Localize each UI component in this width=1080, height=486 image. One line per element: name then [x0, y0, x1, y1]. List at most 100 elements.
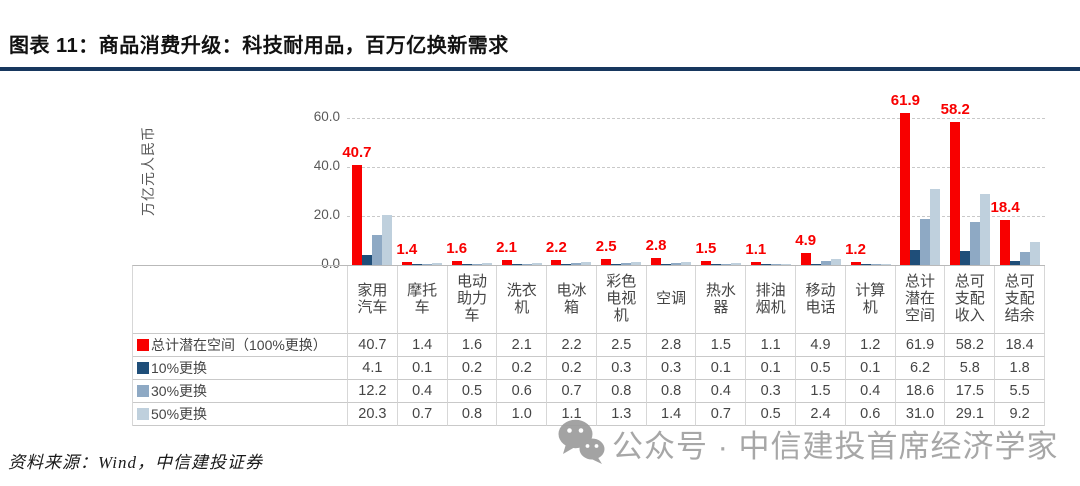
bar [371, 235, 382, 265]
table-value-cell: 6.2 [895, 357, 946, 380]
table-value-cell: 1.4 [646, 403, 697, 426]
bar [1000, 219, 1011, 265]
table-value-cell: 0.1 [696, 357, 747, 380]
bar [651, 258, 662, 265]
bar-cluster [351, 165, 392, 265]
bar [531, 262, 542, 265]
bar [810, 263, 821, 265]
bar [900, 113, 911, 265]
table-value-cell: 1.6 [447, 334, 498, 357]
source-note: 资料来源：Wind，中信建投证券 [8, 453, 263, 472]
table-header-cell: 排油烟机 [746, 266, 797, 334]
legend-swatch [137, 385, 149, 397]
table-header-cell: 总可支配结余 [995, 266, 1045, 334]
bar-value-label: 2.2 [545, 238, 567, 256]
table-value-cell: 0.5 [796, 357, 846, 380]
bar-cluster [451, 261, 492, 265]
bar-group: 2.5 [596, 118, 646, 265]
bar-group: 4.9 [795, 118, 846, 265]
bar-group: 40.7 [342, 118, 397, 265]
wechat-icon [557, 418, 605, 469]
table-value-cell: 4.9 [796, 334, 846, 357]
bar [681, 261, 692, 265]
bar-group: 1.4 [396, 118, 447, 265]
data-table: 家用汽车 摩托车 电动助力车 洗衣机 电冰箱 彩色电视机 空调 热水器 排油烟机 移动电话 计算机总… [132, 265, 1045, 426]
table-value-cell: 2.8 [646, 334, 697, 357]
table-header-cell: 电冰箱 [547, 266, 597, 334]
bar [621, 263, 632, 265]
bar-cluster [401, 261, 442, 265]
bar [1030, 242, 1041, 265]
bar-cluster [750, 262, 791, 265]
y-tick-label: 60.0 [313, 109, 340, 124]
table-value-cell: 0.3 [596, 357, 647, 380]
table-header-cell: 移动电话 [796, 266, 846, 334]
bar-value-label: 58.2 [940, 101, 970, 119]
bar-group: 1.6 [446, 118, 497, 265]
table-value-cell: 0.5 [447, 380, 498, 403]
bar [780, 263, 791, 265]
legend-label: 50%更换 [151, 406, 208, 422]
table-value-cell: 29.1 [945, 403, 996, 426]
table-header-cell: 总可支配收入 [945, 266, 996, 334]
bar-group: 61.9 [891, 92, 945, 265]
table-legend-cell: 10%更换 [133, 357, 348, 380]
bar [421, 264, 432, 265]
table-header-cell: 热水器 [696, 266, 747, 334]
table-value-cell: 0.7 [547, 380, 597, 403]
bar [671, 263, 682, 265]
bar [930, 189, 941, 265]
y-tick-label: 0.0 [321, 256, 340, 271]
table-value-cell: 18.4 [995, 334, 1045, 357]
bar [980, 193, 991, 265]
bar [830, 259, 841, 265]
bar-group: 1.2 [845, 118, 896, 265]
bar [770, 264, 781, 265]
gridline [347, 216, 1045, 217]
plot-area: 40.7 1.4 1.6 2.1 2.2 2.5 2.8 1.5 1.1 4.9 1.2 61.9 58… [342, 92, 1045, 265]
y-axis-title: 万亿元人民币 [140, 126, 156, 216]
bar-group: 2.2 [546, 118, 596, 265]
table-value-cell: 9.2 [995, 403, 1045, 426]
title-underline [0, 67, 1080, 71]
bar [970, 222, 981, 265]
bar [730, 263, 741, 265]
bar-value-label: 4.9 [795, 232, 817, 249]
table-value-cell: 0.6 [497, 380, 548, 403]
table-value-cell: 0.8 [447, 403, 498, 426]
table-value-cell: 1.8 [995, 357, 1045, 380]
table-header-cell: 计算机 [845, 266, 896, 334]
bar-group: 2.1 [496, 118, 547, 265]
table-value-cell: 0.8 [646, 380, 697, 403]
bar-value-label: 2.8 [645, 237, 667, 255]
bar [611, 264, 622, 265]
bar-value-label: 2.5 [595, 237, 617, 255]
table-value-cell: 1.3 [596, 403, 647, 426]
bar [521, 263, 532, 265]
table-value-cell: 20.3 [348, 403, 398, 426]
figure-title: 图表 11：商品消费升级：科技耐用品，百万亿换新需求 [9, 35, 509, 57]
bar-cluster [800, 253, 841, 265]
table-value-cell: 0.3 [746, 380, 797, 403]
bar [700, 261, 711, 265]
legend-label: 10%更换 [151, 360, 208, 376]
table-value-cell: 0.1 [746, 357, 797, 380]
table-value-cell: 1.4 [397, 334, 448, 357]
table-header-cell: 总计潜在空间 [895, 266, 946, 334]
bar [551, 259, 562, 265]
table-value-cell: 12.2 [348, 380, 398, 403]
bar-group: 58.2 [941, 101, 995, 265]
legend-label: 30%更换 [151, 383, 208, 399]
gridline [347, 118, 1045, 119]
bar [431, 263, 442, 265]
table-value-cell: 0.2 [497, 357, 548, 380]
bar [1020, 251, 1031, 265]
table-value-cell: 0.4 [397, 380, 448, 403]
bar [481, 263, 492, 265]
bar [351, 165, 362, 265]
y-tick-label: 20.0 [313, 207, 340, 222]
bar [581, 262, 592, 265]
table-header-cell: 彩色电视机 [596, 266, 647, 334]
table-value-cell: 0.3 [646, 357, 697, 380]
